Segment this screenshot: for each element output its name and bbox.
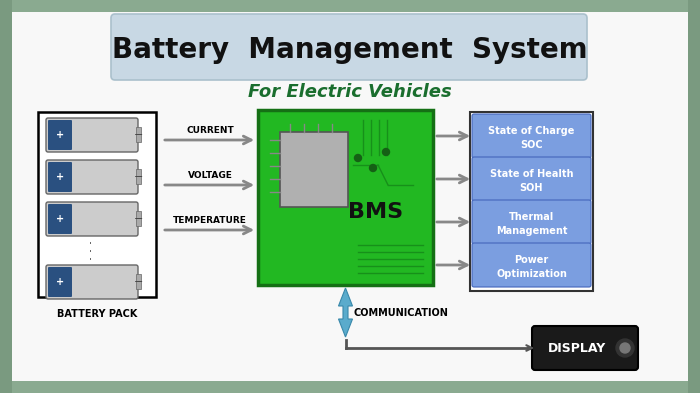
Text: +: + bbox=[56, 130, 64, 140]
Text: BATTERY PACK: BATTERY PACK bbox=[57, 309, 137, 319]
FancyBboxPatch shape bbox=[470, 112, 593, 291]
Bar bbox=[0, 0, 12, 393]
Text: For Electric Vehicles: For Electric Vehicles bbox=[248, 83, 452, 101]
Text: Battery  Management  System: Battery Management System bbox=[112, 36, 588, 64]
FancyBboxPatch shape bbox=[48, 204, 72, 234]
Text: DISPLAY: DISPLAY bbox=[548, 342, 606, 354]
FancyBboxPatch shape bbox=[46, 118, 138, 152]
Bar bbox=[136, 211, 141, 226]
Text: −: − bbox=[134, 172, 144, 182]
Bar bbox=[136, 274, 141, 289]
Text: Optimization: Optimization bbox=[496, 269, 567, 279]
Bar bbox=[136, 169, 141, 184]
FancyBboxPatch shape bbox=[46, 160, 138, 194]
Text: State of Charge: State of Charge bbox=[489, 126, 575, 136]
Text: Thermal: Thermal bbox=[509, 212, 554, 222]
Circle shape bbox=[616, 339, 634, 357]
Text: SOC: SOC bbox=[520, 140, 542, 150]
Circle shape bbox=[354, 154, 361, 162]
Text: COMMUNICATION: COMMUNICATION bbox=[353, 308, 448, 318]
FancyBboxPatch shape bbox=[48, 267, 72, 297]
Bar bbox=[136, 127, 141, 142]
Text: SOH: SOH bbox=[519, 183, 543, 193]
FancyBboxPatch shape bbox=[258, 110, 433, 285]
FancyBboxPatch shape bbox=[46, 202, 138, 236]
Text: Management: Management bbox=[496, 226, 567, 236]
FancyBboxPatch shape bbox=[532, 326, 638, 370]
Text: VOLTAGE: VOLTAGE bbox=[188, 171, 232, 180]
Text: +: + bbox=[56, 214, 64, 224]
FancyBboxPatch shape bbox=[472, 200, 591, 244]
Text: +: + bbox=[56, 172, 64, 182]
Text: CURRENT: CURRENT bbox=[186, 126, 234, 135]
Text: −: − bbox=[134, 277, 144, 287]
Text: −: − bbox=[134, 214, 144, 224]
FancyBboxPatch shape bbox=[472, 157, 591, 201]
Bar bbox=[38, 112, 156, 297]
FancyBboxPatch shape bbox=[46, 265, 138, 299]
Bar bbox=[688, 0, 700, 393]
Circle shape bbox=[620, 343, 630, 353]
FancyBboxPatch shape bbox=[48, 120, 72, 150]
FancyBboxPatch shape bbox=[472, 114, 591, 158]
Text: · · ·: · · · bbox=[85, 240, 99, 260]
Text: Power: Power bbox=[514, 255, 549, 265]
Text: State of Health: State of Health bbox=[490, 169, 573, 179]
Text: TEMPERATURE: TEMPERATURE bbox=[173, 216, 247, 225]
FancyBboxPatch shape bbox=[48, 162, 72, 192]
Text: BMS: BMS bbox=[348, 202, 402, 222]
Circle shape bbox=[382, 149, 389, 156]
Text: +: + bbox=[56, 277, 64, 287]
FancyBboxPatch shape bbox=[280, 132, 348, 207]
Text: −: − bbox=[134, 130, 144, 140]
FancyBboxPatch shape bbox=[111, 14, 587, 80]
Polygon shape bbox=[339, 288, 353, 337]
FancyBboxPatch shape bbox=[472, 243, 591, 287]
Circle shape bbox=[370, 165, 377, 171]
